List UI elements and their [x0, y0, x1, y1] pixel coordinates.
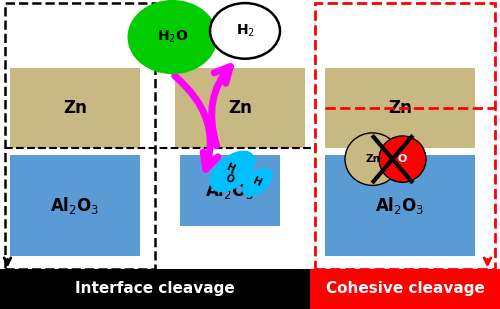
Text: ·: ·: [226, 167, 236, 180]
Bar: [5, 3, 155, 269]
Text: H: H: [224, 162, 236, 175]
Bar: [310, 269, 500, 309]
Text: H$_2$O: H$_2$O: [157, 29, 188, 45]
Bar: [180, 154, 280, 226]
Ellipse shape: [210, 150, 256, 193]
Bar: [175, 68, 305, 148]
Text: Interface cleavage: Interface cleavage: [75, 281, 235, 296]
Ellipse shape: [242, 168, 273, 197]
Text: H$_2$: H$_2$: [236, 23, 255, 39]
Text: Al$_2$O$_3$: Al$_2$O$_3$: [376, 195, 424, 216]
Text: Zn: Zn: [388, 99, 412, 117]
Ellipse shape: [210, 3, 280, 59]
Text: Zn: Zn: [63, 99, 87, 117]
Text: Al$_2$O$_3$: Al$_2$O$_3$: [50, 195, 100, 216]
Text: Al$_2$O$_3$: Al$_2$O$_3$: [206, 180, 254, 201]
Bar: [0, 269, 310, 309]
Bar: [315, 3, 495, 269]
Ellipse shape: [379, 136, 426, 182]
Text: Zn: Zn: [228, 99, 252, 117]
Bar: [325, 68, 475, 148]
Text: Cohesive cleavage: Cohesive cleavage: [326, 281, 484, 296]
Bar: [10, 68, 140, 148]
Ellipse shape: [345, 133, 400, 185]
Bar: [325, 154, 475, 256]
Ellipse shape: [128, 0, 218, 74]
Text: O: O: [224, 173, 236, 185]
Bar: [10, 154, 140, 256]
Text: H: H: [252, 176, 264, 189]
Text: O: O: [398, 154, 407, 164]
Text: Zn: Zn: [365, 154, 380, 164]
